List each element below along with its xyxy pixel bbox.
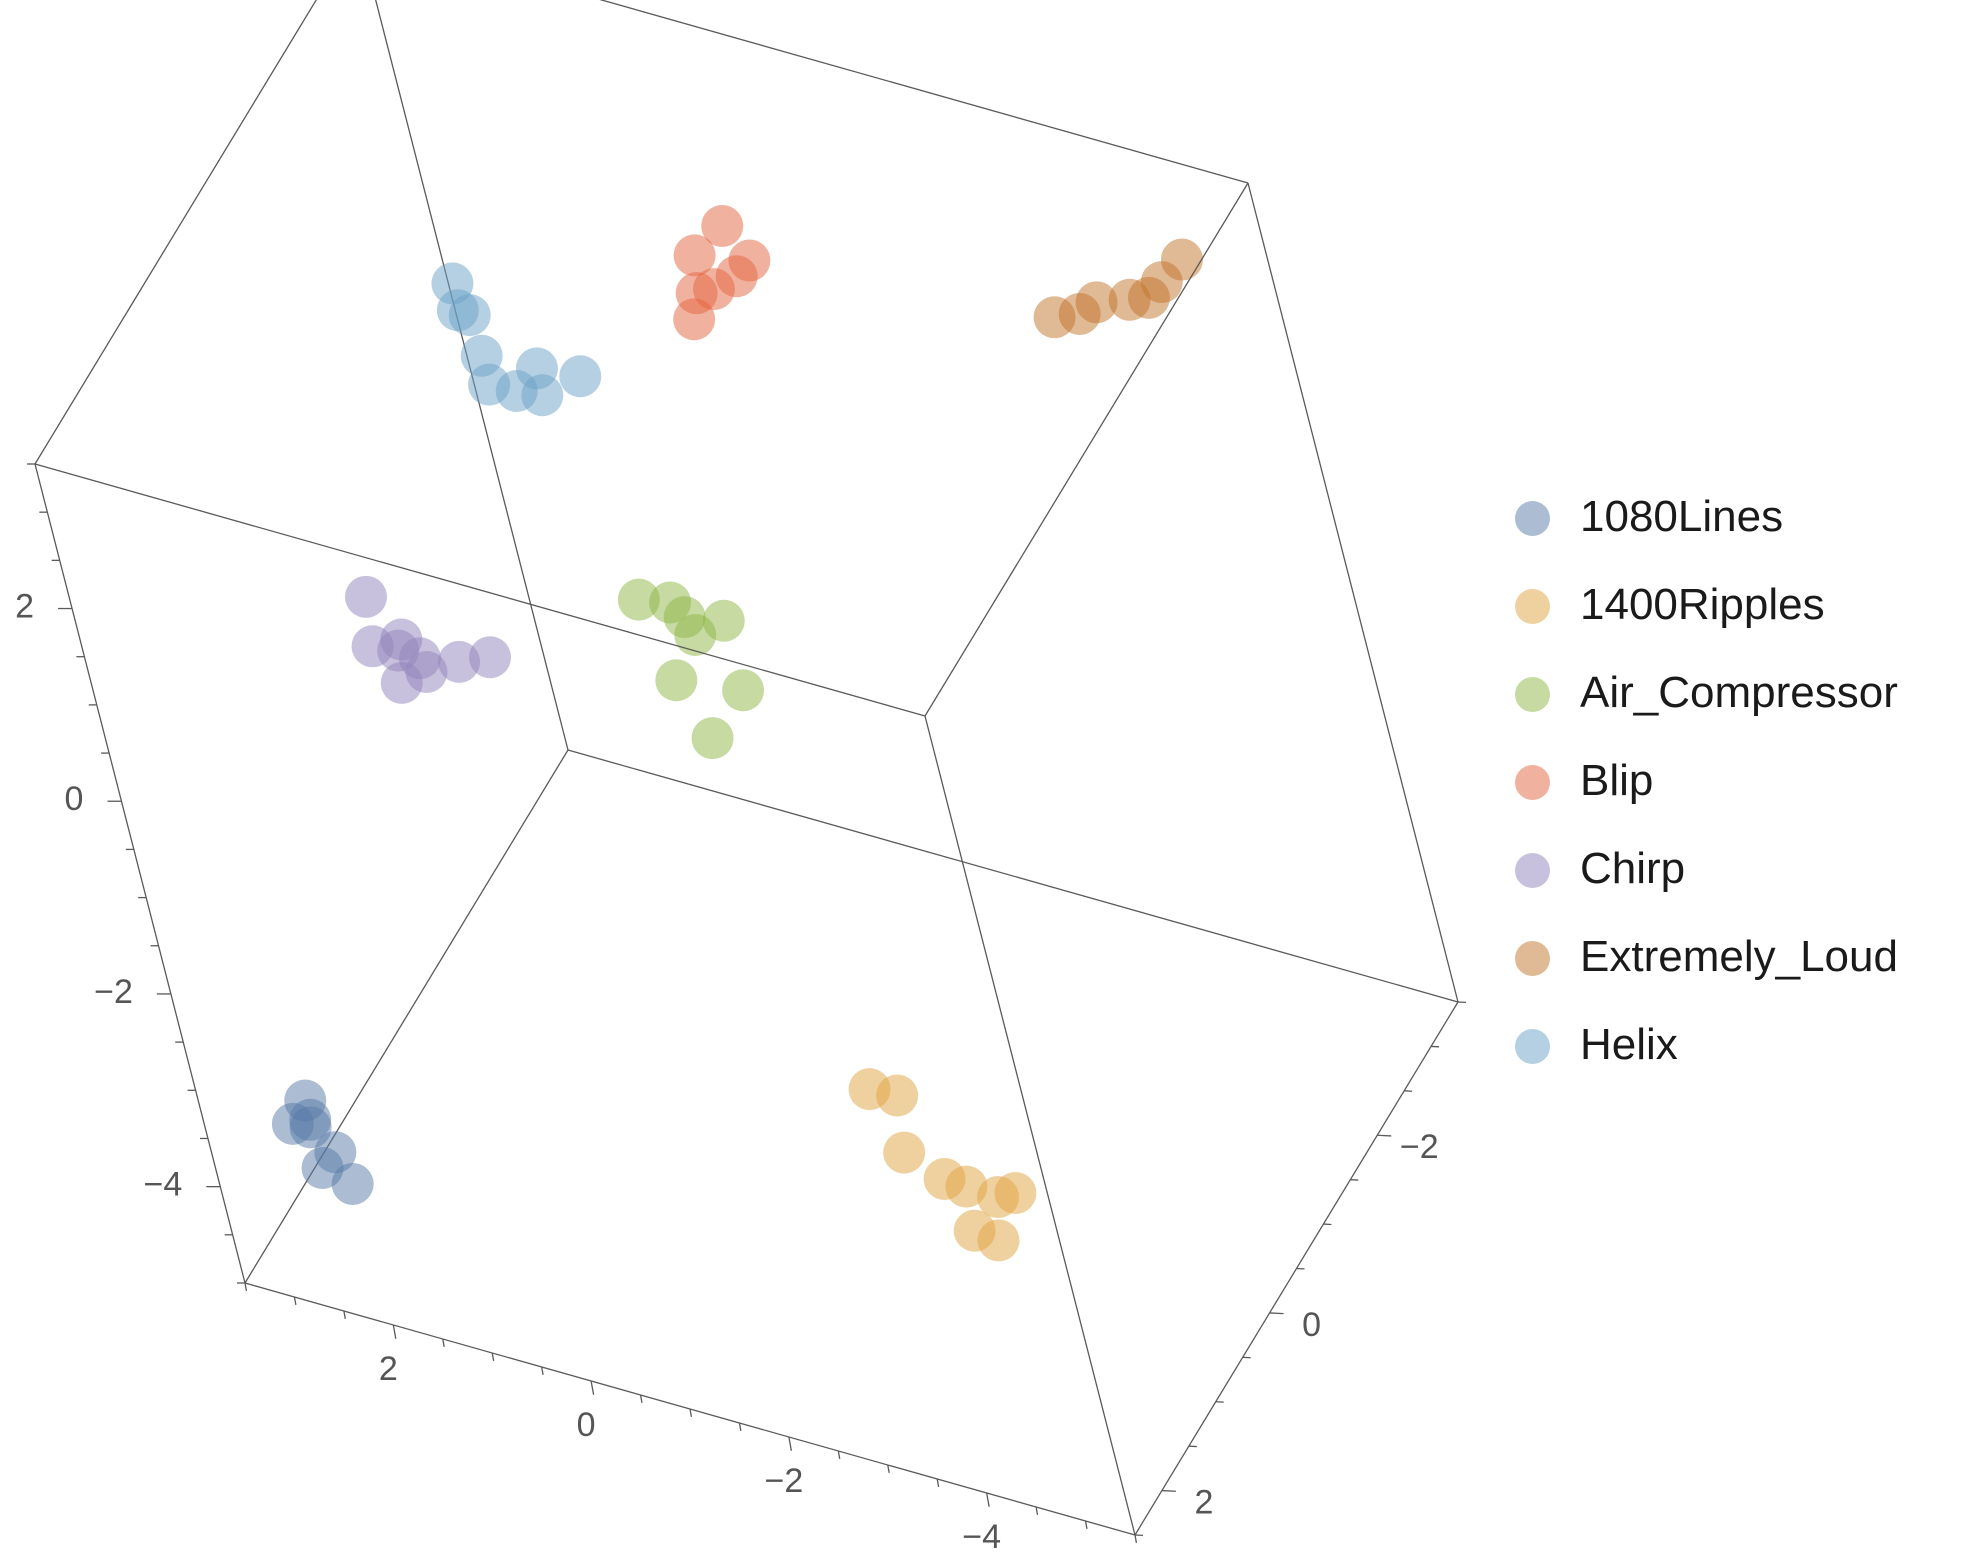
legend-swatch: [1515, 501, 1550, 536]
data-point-helix: [468, 363, 511, 406]
box-edge: [34, 463, 246, 1284]
legend-label: Air_Compressor: [1580, 668, 1898, 717]
box-edge: [1247, 182, 1459, 1003]
data-point-blip: [673, 234, 716, 277]
box-edge: [924, 715, 1136, 1536]
legend-swatch: [1515, 677, 1550, 712]
axis-tick-labels: −4 −2 0 2 −4 −2 0 2 −2 0 2: [15, 588, 1438, 1556]
x-axis-tick: [1084, 1520, 1088, 1529]
data-point-air-compressor: [674, 613, 717, 656]
y-axis-tick-label: 0: [1302, 1306, 1321, 1344]
y-axis-tick: [1269, 1312, 1284, 1315]
x-axis-tick: [442, 1338, 445, 1347]
data-point-air-compressor: [691, 717, 734, 760]
x-axis-tick-label: −4: [962, 1518, 1001, 1556]
data-point-helix: [431, 262, 474, 305]
x-axis-tick-label: 0: [577, 1406, 596, 1444]
y-axis-tick: [1377, 1134, 1392, 1137]
data-point-1400ripples: [848, 1068, 891, 1111]
data-point-blip: [692, 268, 735, 311]
data-point-1400ripples: [883, 1131, 926, 1174]
legend-swatch: [1515, 853, 1550, 888]
x-axis-tick: [1035, 1506, 1039, 1515]
y-axis-tick-label: −2: [1400, 1128, 1439, 1166]
x-axis-tick: [244, 1282, 248, 1291]
data-point-air-compressor: [649, 581, 692, 624]
data-points: [271, 204, 1203, 1262]
x-axis-tick: [293, 1296, 297, 1305]
legend-label: 1080Lines: [1580, 492, 1784, 541]
z-axis-tick-label: 2: [15, 588, 34, 626]
x-axis-tick: [738, 1422, 742, 1431]
x-axis-tick: [590, 1380, 595, 1395]
legend-label: Chirp: [1580, 844, 1686, 893]
x-axis-tick: [837, 1450, 841, 1459]
data-point-chirp: [344, 575, 387, 618]
x-axis-tick: [986, 1492, 990, 1507]
data-point-helix: [559, 355, 602, 398]
box-edge: [375, 0, 569, 751]
x-axis-tick: [689, 1408, 693, 1417]
legend-swatch: [1515, 941, 1550, 976]
x-axis-tick-label: 2: [379, 1350, 398, 1388]
x-axis-tick: [788, 1436, 793, 1451]
y-axis-tick-label: 2: [1194, 1484, 1213, 1522]
legend-label: Helix: [1580, 1020, 1678, 1069]
box-edge: [924, 182, 1249, 717]
x-axis-tick: [541, 1366, 544, 1375]
x-axis-tick: [639, 1394, 643, 1403]
box-edge: [34, 0, 317, 465]
box-edge: [244, 1282, 1136, 1536]
x-axis-tick-label: −2: [765, 1462, 804, 1500]
data-point-1400ripples: [977, 1219, 1020, 1262]
data-point-extremely-loud: [1033, 296, 1076, 339]
x-axis-tick: [392, 1324, 397, 1339]
data-point-air-compressor: [617, 578, 660, 621]
data-point-air-compressor: [655, 659, 698, 702]
box-edge: [244, 749, 569, 1284]
legend-swatch: [1515, 589, 1550, 624]
data-point-chirp: [380, 661, 423, 704]
data-point-extremely-loud: [1127, 276, 1170, 319]
z-axis-tick-label: 0: [65, 780, 84, 818]
data-point-air-compressor: [722, 669, 765, 712]
data-point-1400ripples: [994, 1172, 1037, 1215]
z-axis-tick-label: −4: [144, 1166, 183, 1204]
data-point-1080lines: [289, 1098, 332, 1141]
x-axis-tick: [343, 1310, 346, 1319]
data-point-chirp: [438, 640, 481, 683]
box-edge: [599, 0, 1249, 184]
data-point-chirp: [469, 636, 512, 679]
box-edge: [34, 463, 926, 717]
data-point-1080lines: [301, 1146, 344, 1189]
bounding-box-back-edges: [244, 0, 1459, 1536]
data-point-blip: [701, 204, 744, 247]
y-axis-tick: [1161, 1489, 1176, 1492]
x-axis-tick: [936, 1478, 940, 1487]
x-axis-tick: [1134, 1534, 1138, 1543]
legend-label: 1400Ripples: [1580, 580, 1825, 629]
data-point-helix: [448, 294, 491, 337]
legend-swatch: [1515, 765, 1550, 800]
legend-label: Blip: [1580, 756, 1654, 805]
box-edge: [567, 749, 1459, 1003]
legend-swatch: [1515, 1029, 1550, 1064]
box-edge: [1134, 1001, 1459, 1536]
data-point-chirp: [380, 618, 423, 661]
axis-ticks: [27, 463, 1467, 1543]
legend-label: Extremely_Loud: [1580, 932, 1898, 981]
z-axis-tick-label: −2: [94, 973, 133, 1011]
x-axis-tick: [491, 1352, 495, 1361]
data-point-1400ripples: [945, 1165, 988, 1208]
bounding-box-front-edges: [34, 0, 1459, 1536]
x-axis-tick: [887, 1464, 890, 1473]
data-point-extremely-loud: [1075, 281, 1118, 324]
